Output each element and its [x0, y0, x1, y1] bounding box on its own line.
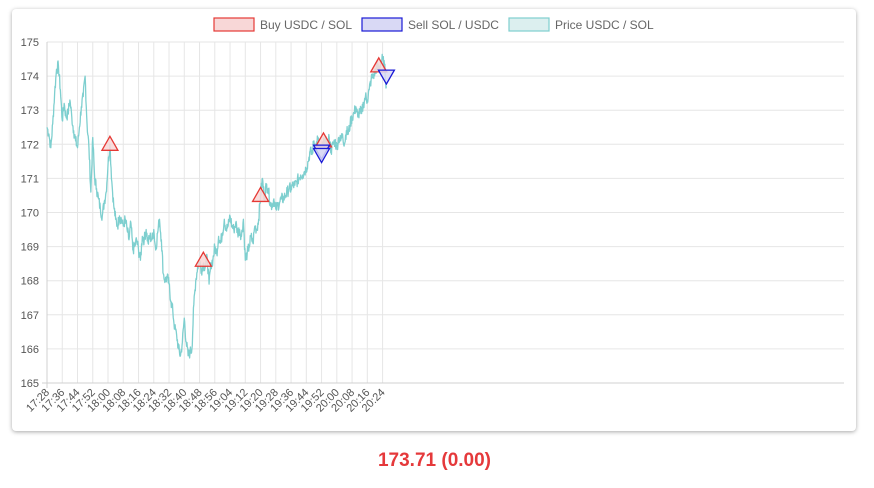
buy-marker[interactable]: [251, 186, 270, 203]
trade-markers: [100, 56, 396, 267]
x-axis: 17:2817:3617:4417:5218:0018:0818:1618:24…: [24, 387, 388, 415]
y-tick-label: 173: [21, 105, 39, 117]
y-tick-label: 172: [21, 139, 39, 151]
buy-marker[interactable]: [100, 134, 120, 151]
y-axis: 165 166 167 168 169 170 171 172 173 174 175: [21, 37, 39, 390]
current-price-display: 173.71 (0.00): [377, 450, 492, 471]
y-tick-label: 167: [21, 310, 39, 322]
price-chart: Buy USDC / SOL Sell SOL / USDC Price USDC …: [21, 17, 844, 415]
legend-swatch[interactable]: [508, 17, 550, 32]
legend-label[interactable]: Buy USDC / SOL: [260, 18, 352, 32]
y-tick-label: 169: [21, 242, 39, 254]
y-tick-label: 166: [21, 344, 39, 356]
legend-swatch[interactable]: [361, 17, 403, 32]
y-tick-label: 168: [21, 276, 39, 288]
price-line: [46, 53, 388, 359]
legend-label[interactable]: Price USDC / SOL: [555, 18, 654, 32]
y-tick-label: 175: [21, 37, 39, 49]
y-tick-label: 174: [21, 71, 39, 83]
y-tick-label: 165: [21, 378, 39, 390]
y-tick-label: 170: [21, 208, 39, 220]
chart-card: Buy USDC / SOL Sell SOL / USDC Price USDC …: [12, 9, 856, 431]
sell-marker[interactable]: [377, 69, 396, 86]
plot-area: [46, 53, 388, 359]
chart-grid: [42, 41, 844, 388]
sell-marker[interactable]: [312, 147, 331, 164]
legend-swatch[interactable]: [213, 17, 255, 32]
buy-marker[interactable]: [194, 250, 213, 267]
legend-label[interactable]: Sell SOL / USDC: [408, 18, 499, 32]
chart-legend: Buy USDC / SOL Sell SOL / USDC Price USDC …: [213, 17, 654, 32]
y-tick-label: 171: [21, 173, 39, 185]
